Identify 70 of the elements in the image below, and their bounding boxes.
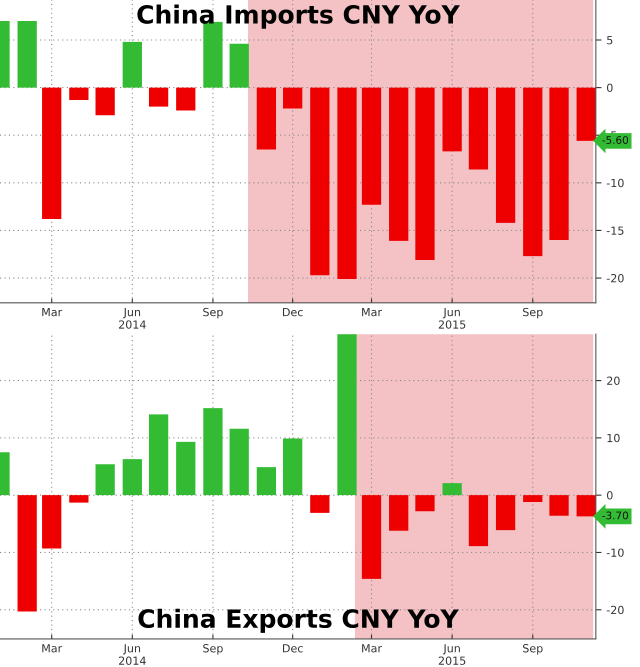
bar [96,88,115,116]
x-tick-label: Jun 2015 [438,644,466,665]
bar [415,88,435,260]
y-tick-label: -20 [606,606,624,614]
x-tick-label: Dec [283,308,303,316]
y-tick-label: 0 [606,491,613,500]
bar [122,459,142,496]
x-tick-label: Dec [283,644,303,652]
bar [203,408,223,496]
x-tick-label: Jun 2014 [118,308,146,329]
bar [337,88,357,280]
bar [122,42,142,88]
x-tick-label: Jun 2014 [118,644,146,665]
bar [230,44,249,88]
bar [468,88,488,170]
bar [362,495,382,579]
bar [283,88,302,109]
bar [523,495,542,502]
bar [256,467,276,496]
bar [389,88,408,241]
x-tick-label: Jun 2015 [438,308,466,329]
y-tick-label: -15 [606,226,624,235]
bar [549,495,569,516]
chart-title: China Imports CNY YoY [137,4,460,29]
bar [148,88,168,107]
bar [496,495,516,530]
bar [69,495,88,503]
bar [389,495,408,531]
bar [42,495,62,548]
y-tick-label: -20 [606,274,624,282]
x-tick-label: Mar [362,308,382,316]
text: China Exports CNY YoY [138,608,459,633]
bar [148,414,168,496]
y-tick-label: 0 [606,84,613,92]
x-tick-label: Mar [42,308,62,316]
bar [415,495,435,512]
bar [18,495,37,612]
annotation: -3.70 [602,512,628,520]
bar [362,88,382,205]
x-tick-label: Mar [362,644,382,652]
x-tick-label: Sep [203,308,223,318]
y-tick-label: 5 [607,36,612,44]
y-tick-label: -10 [606,178,624,188]
bar [337,334,357,496]
bar [18,20,37,88]
y-tick-label: -10 [606,548,624,557]
annotation: -5.60 [602,136,628,144]
bar [523,88,542,256]
bar [576,88,596,141]
bar [176,442,196,496]
bar [468,495,488,546]
x-tick-label: Sep [203,644,223,655]
bar [549,88,569,240]
bar [230,428,249,496]
bar [496,88,516,223]
bar [176,88,196,110]
bar [310,88,330,276]
y-tick-label: 10 [607,434,620,442]
bar [442,88,462,152]
bar [42,88,62,220]
bar [283,438,302,496]
bar [256,88,276,150]
x-tick-label: Sep [523,644,543,655]
bar [96,464,115,496]
x-tick-label: Sep [523,308,543,318]
bar [442,483,462,496]
bar [310,495,330,513]
x-tick-label: Mar [42,644,62,652]
y-tick-label: 20 [607,376,620,385]
bar [69,88,88,100]
